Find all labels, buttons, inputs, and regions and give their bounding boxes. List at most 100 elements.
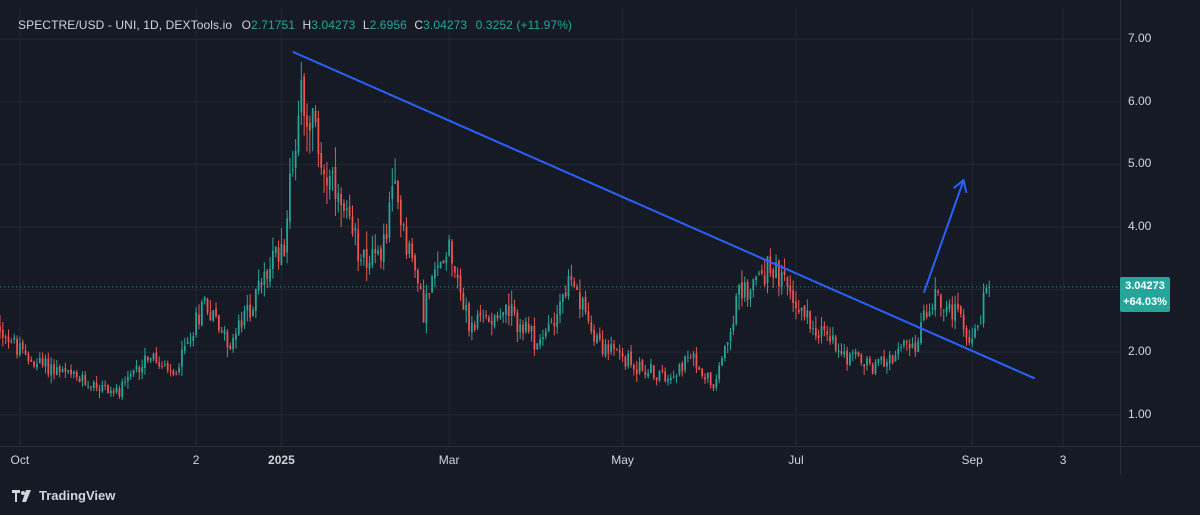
candle [27, 351, 30, 365]
candle-body [957, 304, 959, 309]
candle [445, 252, 448, 271]
candle [704, 373, 706, 384]
footer-bar [0, 475, 1200, 515]
candle-body [21, 342, 24, 349]
candle-body [240, 320, 243, 328]
candle-body [206, 298, 209, 313]
candle [101, 380, 104, 393]
candle [67, 369, 70, 374]
y-tick-label: 2.00 [1128, 344, 1152, 359]
candle [613, 339, 615, 356]
candle-body [840, 350, 843, 354]
candle [971, 327, 974, 348]
candle-body [718, 365, 721, 380]
candle-body [365, 248, 368, 268]
candle-body [857, 352, 860, 356]
candle [925, 304, 928, 320]
candle-body [982, 292, 985, 324]
candle [667, 374, 669, 386]
candle [931, 303, 934, 315]
candle [689, 353, 692, 359]
candle-body [419, 285, 422, 290]
candle [698, 365, 701, 371]
candle [382, 223, 385, 270]
candle-body [985, 287, 988, 293]
candle-body [385, 233, 388, 240]
candle [254, 288, 257, 318]
candle [863, 364, 866, 375]
candle-body [485, 314, 487, 317]
candle [161, 361, 163, 369]
candle [854, 348, 857, 359]
candle [33, 361, 35, 369]
candle [462, 287, 465, 310]
candle-body [945, 306, 948, 312]
change-value: 0.3252 (+11.97%) [475, 18, 573, 32]
candle-body [814, 327, 817, 337]
tradingview-logo[interactable]: TradingView [12, 488, 115, 503]
candle [442, 260, 445, 264]
candle [772, 267, 775, 288]
candle-body [391, 186, 394, 200]
candle [24, 344, 27, 356]
breakout-arrow [922, 179, 965, 294]
grid-layer [0, 8, 1120, 446]
candle-body [942, 309, 945, 311]
candle-body [746, 281, 749, 300]
open-label: O [241, 18, 251, 32]
candle [422, 279, 425, 323]
y-tick-label: 5.00 [1128, 156, 1152, 171]
candle [172, 368, 175, 377]
candle-body [655, 377, 658, 381]
candle-body [334, 167, 337, 199]
candle [280, 228, 283, 266]
candle [721, 356, 723, 367]
candle [183, 337, 186, 355]
candle [510, 290, 513, 327]
candle-body [596, 335, 598, 344]
candle-body [425, 293, 428, 324]
candle [345, 200, 348, 219]
candle-body [186, 341, 189, 344]
candle [959, 305, 962, 318]
candle [391, 168, 394, 212]
candle-body [0, 326, 1, 332]
candle [149, 357, 152, 363]
candle [709, 372, 712, 389]
candle-body [340, 194, 342, 206]
candle [860, 353, 863, 366]
candle-body [493, 315, 496, 327]
candle-body [414, 255, 416, 271]
candle [539, 333, 541, 349]
close-value: 3.04273 [423, 18, 468, 32]
candle [289, 157, 291, 230]
candle [726, 341, 729, 353]
candle-body [829, 335, 831, 342]
candle-body [795, 301, 797, 309]
candle [465, 297, 468, 323]
candle-body [874, 361, 877, 374]
candle-body [118, 388, 121, 397]
candle-body [709, 372, 712, 386]
candle-body [917, 341, 920, 352]
candle [294, 139, 297, 181]
candle-body [669, 377, 672, 381]
candle-body [13, 337, 16, 340]
candle-body [141, 367, 144, 373]
candle-body [428, 293, 431, 295]
candle [189, 332, 192, 348]
candle [371, 235, 374, 269]
candle [681, 360, 684, 377]
candle-body [411, 243, 414, 258]
candle [431, 274, 433, 294]
price-chart[interactable] [0, 0, 1200, 475]
candle-body [647, 373, 650, 377]
candle [453, 265, 456, 278]
candle-body [615, 349, 618, 351]
chart-area[interactable]: SPECTRE/USD - UNI, 1D, DEXTools.io O2.71… [0, 0, 1200, 475]
candle-body [505, 304, 507, 315]
candle-body [223, 329, 226, 335]
candle [826, 325, 829, 342]
candle [192, 332, 195, 347]
candle-body [445, 256, 448, 263]
